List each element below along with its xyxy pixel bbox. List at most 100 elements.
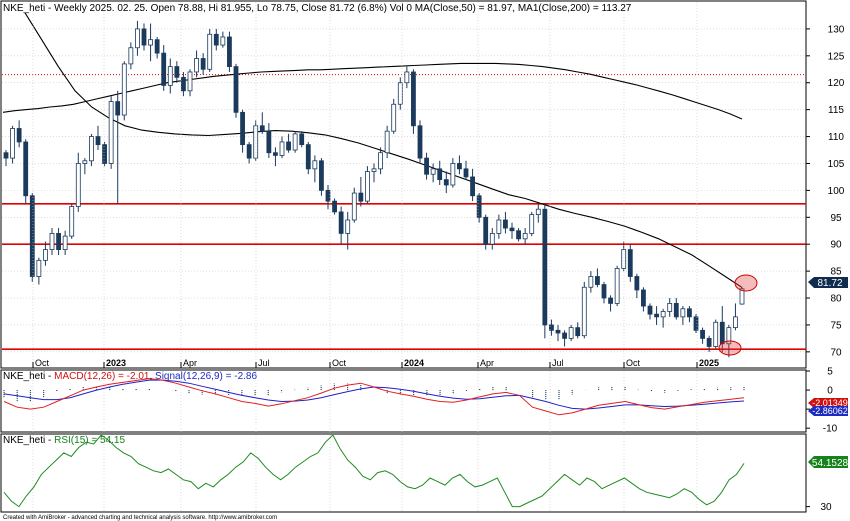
candle	[69, 203, 75, 239]
price-tick-label: 95	[830, 213, 842, 224]
candle-body	[371, 168, 377, 172]
candle	[660, 308, 666, 328]
macd-tick-label: 5	[827, 367, 833, 378]
candle-body	[608, 297, 613, 304]
candle	[693, 314, 699, 334]
candle	[56, 228, 61, 255]
candle-body	[503, 219, 508, 229]
candle-body	[325, 189, 331, 202]
candle	[213, 28, 219, 51]
rsi-tick-label: 30	[820, 502, 832, 513]
candle-body	[437, 168, 443, 181]
ma50-line	[24, 12, 743, 288]
rsi-y-axis: 30	[806, 502, 832, 513]
candle	[174, 61, 180, 83]
candle	[292, 131, 298, 153]
candle	[95, 125, 101, 151]
candle	[240, 109, 245, 153]
macd-tick-label: 0	[827, 386, 833, 397]
candle-body	[450, 163, 456, 186]
candle	[568, 324, 574, 342]
candle	[82, 158, 88, 175]
candle-body	[457, 163, 462, 170]
rsi-title-a: NKE_heti -	[3, 435, 54, 446]
price-last-tag: 81.72	[808, 277, 848, 289]
moving-averages	[2, 12, 743, 288]
price-tick-label: 105	[828, 159, 845, 170]
candle-body	[621, 249, 627, 269]
candle-body	[3, 152, 9, 159]
candle	[549, 319, 554, 336]
candle-body	[161, 52, 167, 86]
candle	[108, 96, 114, 169]
macd-title-b: MACD(12,26) = -2.01	[54, 371, 150, 382]
candle-body	[233, 66, 239, 113]
candle	[575, 322, 581, 339]
candle	[588, 271, 594, 293]
candle	[358, 176, 364, 207]
candle-body	[187, 71, 193, 92]
candle-body	[700, 329, 705, 339]
candle	[266, 123, 272, 159]
candle	[601, 281, 607, 304]
candle	[128, 42, 134, 70]
candle-body	[207, 33, 213, 70]
candle-body	[240, 111, 245, 146]
candle-body	[227, 36, 232, 67]
candle-body	[273, 152, 278, 156]
highlight-markers	[718, 274, 758, 356]
candle-body	[194, 58, 199, 73]
candle-body	[601, 284, 607, 299]
candle-body	[135, 28, 140, 49]
price-tick-label: 130	[828, 24, 845, 35]
candle-body	[529, 214, 535, 234]
time-tick-label: 2025	[699, 358, 719, 368]
candle-body	[49, 233, 55, 250]
candle-body	[667, 303, 673, 312]
price-tick-label: 90	[830, 240, 842, 251]
candle-body	[595, 276, 600, 285]
candle	[49, 228, 55, 255]
candle	[305, 141, 311, 175]
candle-body	[213, 33, 219, 46]
candle	[23, 139, 29, 204]
candle	[259, 112, 265, 134]
candle	[522, 228, 528, 245]
candle	[391, 98, 397, 134]
candle	[121, 61, 127, 121]
candle-body	[542, 208, 548, 326]
candle-body	[174, 66, 180, 78]
candle-body	[713, 321, 719, 347]
candle	[148, 23, 153, 62]
time-tick-label: Jul	[258, 358, 270, 368]
candle-body	[115, 101, 121, 116]
candle-body	[575, 327, 581, 337]
candle	[706, 335, 712, 352]
candle-body	[739, 288, 745, 305]
candle	[470, 168, 475, 202]
candle	[233, 63, 239, 118]
candle	[299, 131, 305, 148]
time-tick-label: Oct	[626, 358, 641, 368]
macd-title-d: Signal(12,26,9) = -2.86	[155, 371, 257, 382]
macd-title-c: ,	[149, 371, 155, 382]
candle-body	[733, 316, 738, 329]
candle	[483, 214, 489, 250]
rsi-line	[3, 435, 745, 508]
candle	[273, 147, 278, 167]
candle-body	[220, 36, 226, 46]
candle-body	[167, 66, 173, 86]
candle-body	[351, 192, 357, 221]
candle	[555, 324, 561, 342]
candle-body	[36, 259, 42, 277]
price-tick-label: 110	[828, 132, 844, 143]
low-marker	[718, 340, 742, 356]
price-tick-label: 70	[830, 347, 842, 358]
price-panel-frame	[0, 0, 807, 369]
candle-body	[476, 195, 482, 218]
time-x-axis: Oct 2023 Apr Jul Oct 2024 Apr Jul Oct 2025	[32, 2, 719, 512]
candle	[733, 303, 738, 331]
candle-body	[522, 233, 528, 240]
candle	[424, 152, 429, 180]
candle-body	[726, 327, 732, 345]
